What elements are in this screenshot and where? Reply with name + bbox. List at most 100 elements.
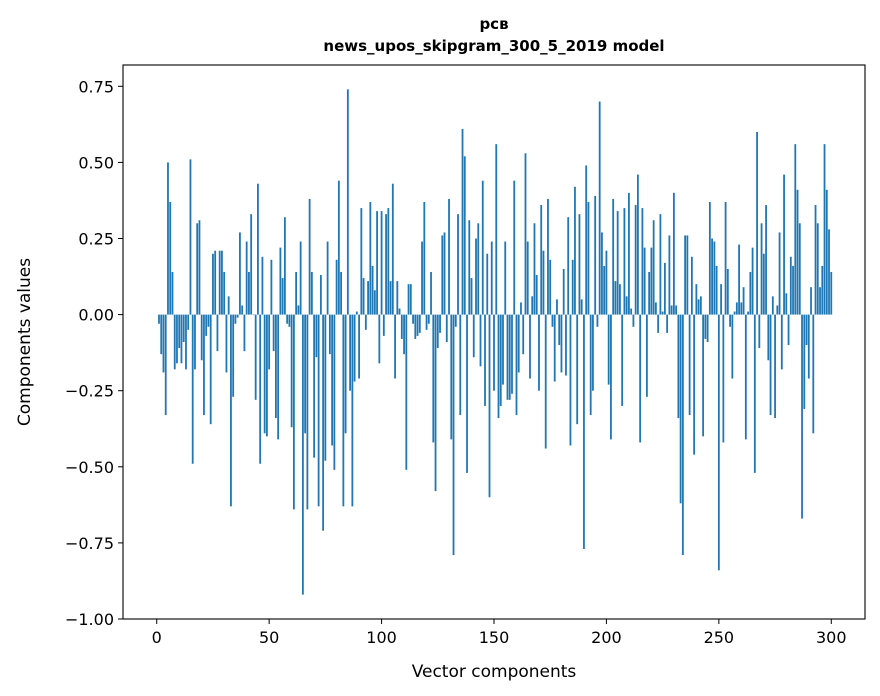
y-tick-label: −1.00	[65, 610, 114, 629]
bar	[344, 314, 347, 434]
bar	[601, 232, 603, 315]
bar	[751, 247, 754, 315]
bar	[587, 201, 590, 315]
bar	[470, 278, 473, 315]
bar	[792, 265, 794, 315]
bar	[785, 293, 788, 315]
bar	[353, 314, 356, 382]
bar	[803, 314, 806, 409]
bar	[290, 314, 293, 428]
bar	[189, 159, 192, 315]
chart-title: рсв	[479, 15, 508, 33]
bar	[560, 314, 563, 373]
bar	[648, 271, 651, 315]
bar	[441, 235, 444, 315]
bar	[277, 314, 280, 440]
x-tick-label: 150	[479, 628, 510, 647]
bar	[681, 314, 684, 556]
bar	[547, 198, 549, 315]
bar	[794, 144, 797, 315]
bar	[670, 305, 673, 315]
bar	[720, 284, 722, 315]
bar	[666, 314, 669, 333]
bar	[621, 314, 624, 406]
bar	[641, 208, 644, 315]
bar	[367, 281, 369, 315]
bar	[328, 314, 331, 355]
bar	[774, 314, 776, 419]
bar	[436, 314, 439, 349]
bar	[819, 287, 821, 315]
bar	[738, 244, 740, 315]
bar	[313, 314, 316, 458]
bar	[619, 284, 621, 315]
bar	[337, 180, 340, 315]
bar	[749, 271, 752, 315]
y-tick-label: −0.50	[65, 458, 114, 477]
bar	[663, 262, 666, 315]
bar	[675, 305, 678, 315]
bar	[639, 314, 642, 443]
bar	[358, 314, 360, 379]
bar	[634, 205, 637, 315]
bar	[407, 284, 410, 315]
bar	[549, 259, 552, 315]
bar	[610, 314, 612, 440]
bar	[254, 314, 257, 400]
bar	[767, 314, 770, 361]
bar	[466, 314, 468, 473]
bar	[194, 314, 196, 370]
bar	[200, 314, 203, 361]
bar	[439, 314, 441, 333]
bar	[643, 247, 646, 315]
bar	[704, 314, 707, 339]
bar	[333, 314, 336, 470]
bar	[542, 250, 545, 315]
bar	[283, 217, 286, 315]
bar	[646, 314, 648, 397]
bar	[452, 314, 455, 556]
bar	[236, 314, 239, 318]
bar	[506, 314, 509, 400]
bar	[463, 156, 466, 315]
bar	[454, 314, 457, 327]
bar	[801, 314, 803, 519]
bar	[245, 241, 248, 315]
bar	[747, 311, 749, 315]
bar	[461, 128, 464, 315]
bar	[430, 271, 432, 315]
bar	[807, 314, 810, 379]
bar	[239, 232, 241, 315]
bar	[513, 180, 516, 315]
bar	[538, 314, 540, 391]
bar	[520, 302, 522, 315]
x-tick-label: 50	[259, 628, 279, 647]
bar	[266, 314, 268, 437]
bar	[787, 314, 790, 346]
bar	[221, 250, 223, 315]
bar	[351, 314, 354, 507]
bar	[178, 314, 181, 349]
bar	[535, 275, 538, 315]
bar	[319, 275, 322, 315]
bar	[259, 314, 262, 464]
bar	[310, 271, 313, 315]
bar	[250, 214, 253, 315]
bar	[475, 238, 477, 315]
bar	[304, 314, 307, 434]
bar	[322, 314, 325, 531]
bar	[281, 278, 284, 315]
bar	[288, 314, 291, 327]
bar	[628, 192, 630, 315]
bar	[686, 235, 689, 315]
bar	[592, 314, 594, 391]
bar	[544, 314, 547, 449]
bar	[823, 144, 826, 315]
bar	[616, 211, 619, 315]
bar	[508, 314, 511, 400]
bar	[459, 314, 462, 416]
y-tick-label: −0.75	[65, 534, 114, 553]
bar	[625, 296, 628, 315]
bar	[164, 314, 167, 416]
bar	[457, 214, 459, 315]
